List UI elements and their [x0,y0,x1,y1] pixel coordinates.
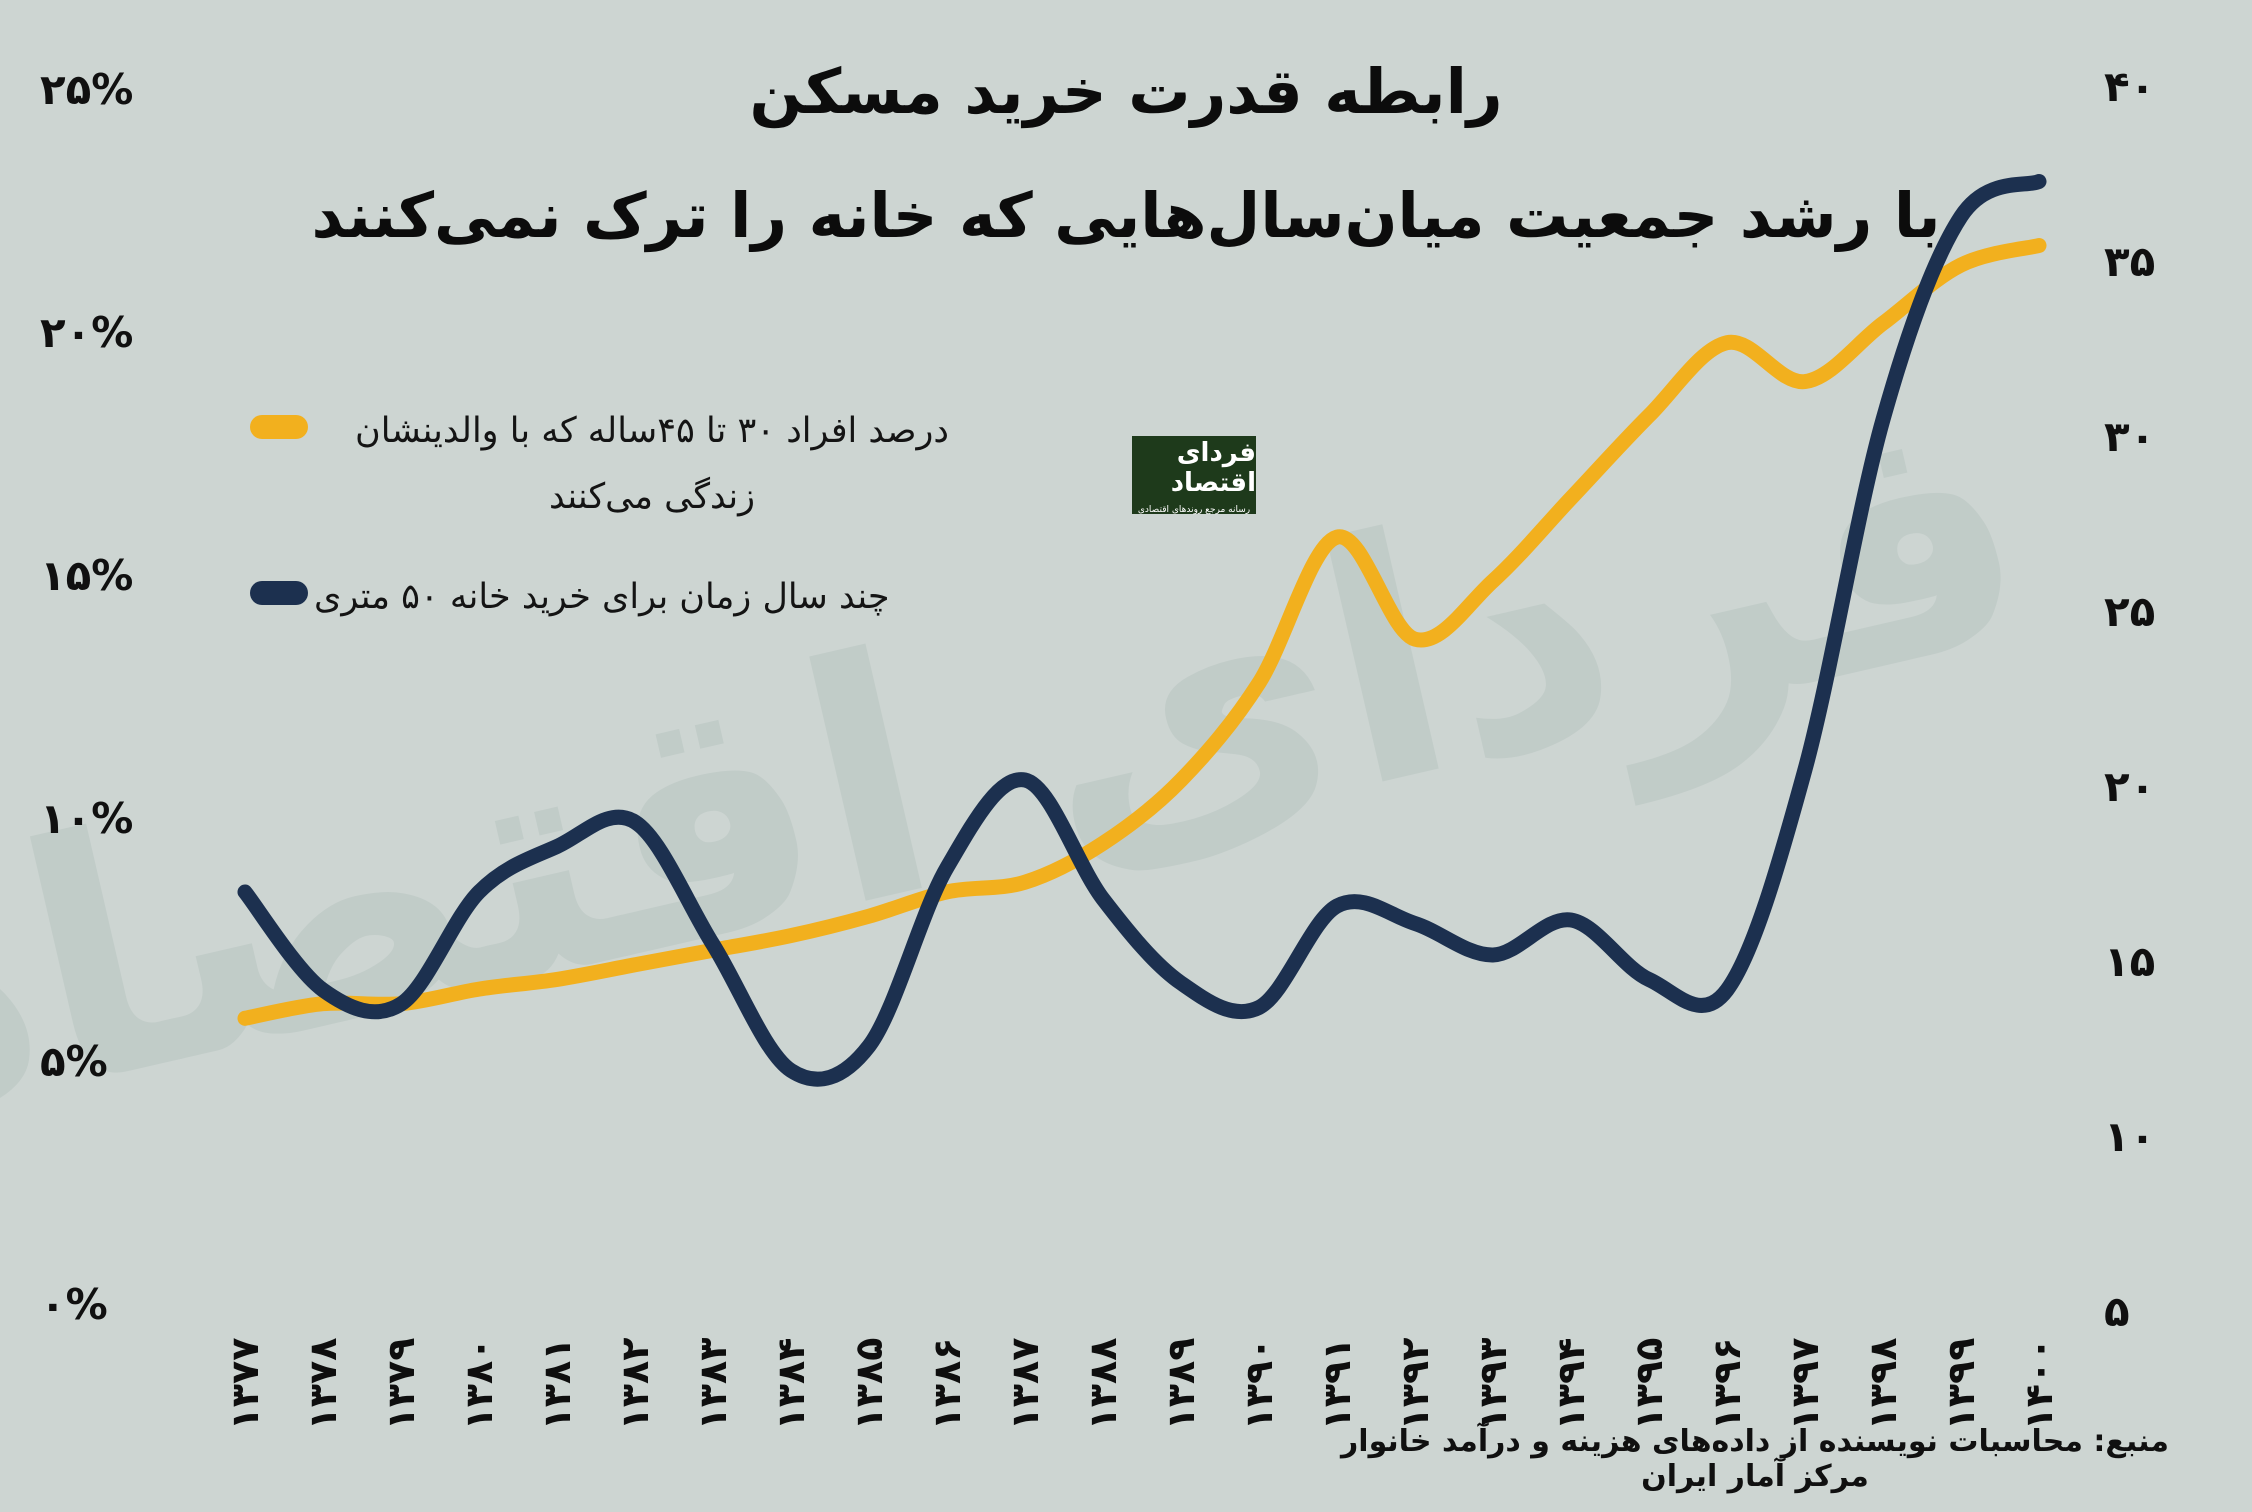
legend-label: چند سال زمان برای خرید خانه ۵۰ متری [314,577,890,617]
chart-title: رابطه قدرت خرید مسکن با رشد جمعیت میان‌س… [0,30,2252,278]
right-axis-tick: ۲۰ [2104,762,2156,811]
x-axis-year-label: ۱۳۸۷ [1003,1337,1047,1431]
right-axis-tick: ۳۵ [2104,237,2156,286]
x-axis-year-label: ۱۳۸۸ [1081,1337,1125,1431]
legend-label: درصد افراد ۳۰ تا ۴۵ساله که با والدینشان … [355,411,949,517]
x-axis-year-label: ۱۳۸۱ [535,1337,579,1431]
right-axis-tick: ۱۰ [2104,1112,2156,1161]
publisher-logo: فردای اقتصاد رسانه مرجع روندهای اقتصادی [1132,436,1256,515]
x-axis-year-label: ۱۳۷۸ [301,1337,345,1431]
legend-item-living-with-parents: درصد افراد ۳۰ تا ۴۵ساله که با والدینشان … [250,398,990,530]
x-axis-year-label: ۱۳۸۰ [457,1337,501,1431]
chart-title-line-2: با رشد جمعیت میان‌سال‌هایی که خانه را تر… [311,179,1941,252]
legend-item-years-to-buy: چند سال زمان برای خرید خانه ۵۰ متری [250,564,990,630]
chart-legend: درصد افراد ۳۰ تا ۴۵ساله که با والدینشان … [250,398,990,664]
right-axis-tick: ۳۰ [2104,412,2156,461]
left-axis-tick: ۱۰% [40,794,134,843]
source-note: منبع: محاسبات نویسنده از داده‌های هزینه … [1341,1424,2169,1494]
left-axis-tick: ۵% [40,1037,108,1086]
left-axis-tick: ۱۵% [40,551,134,600]
right-axis-tick: ۲۵ [2104,587,2156,636]
left-axis-tick: ۰% [40,1280,108,1329]
right-axis-tick: ۵ [2104,1287,2130,1336]
x-axis-year-label: ۱۳۹۰ [1237,1337,1281,1431]
publisher-logo-subtitle: رسانه مرجع روندهای اقتصادی [1137,504,1251,515]
series-line-living-with-parents [237,238,2047,1026]
x-axis-year-label: ۱۳۸۶ [925,1337,969,1431]
left-axis-tick: ۲۵% [40,65,134,114]
x-axis-year-label: ۱۳۷۷ [223,1337,267,1431]
series-line-years-to-buy [237,174,2047,1087]
x-axis-year-label: ۱۳۸۵ [847,1337,891,1431]
right-axis-tick: ۱۵ [2104,937,2156,986]
right-axis-tick: ۴۰ [2104,62,2156,111]
x-axis-year-label: ۱۳۸۲ [613,1337,657,1431]
x-axis-year-label: ۱۳۸۳ [691,1337,735,1431]
legend-swatch-yellow [250,415,308,439]
x-axis-year-label: ۱۳۷۹ [379,1337,423,1431]
legend-swatch-navy [250,581,308,605]
chart-title-line-1: رابطه قدرت خرید مسکن [749,55,1503,128]
x-axis-year-label: ۱۳۸۹ [1159,1337,1203,1431]
publisher-logo-wordmark: فردای اقتصاد [1170,437,1256,498]
x-axis-year-label: ۱۳۸۴ [769,1337,813,1431]
left-axis-tick: ۲۰% [40,308,134,357]
